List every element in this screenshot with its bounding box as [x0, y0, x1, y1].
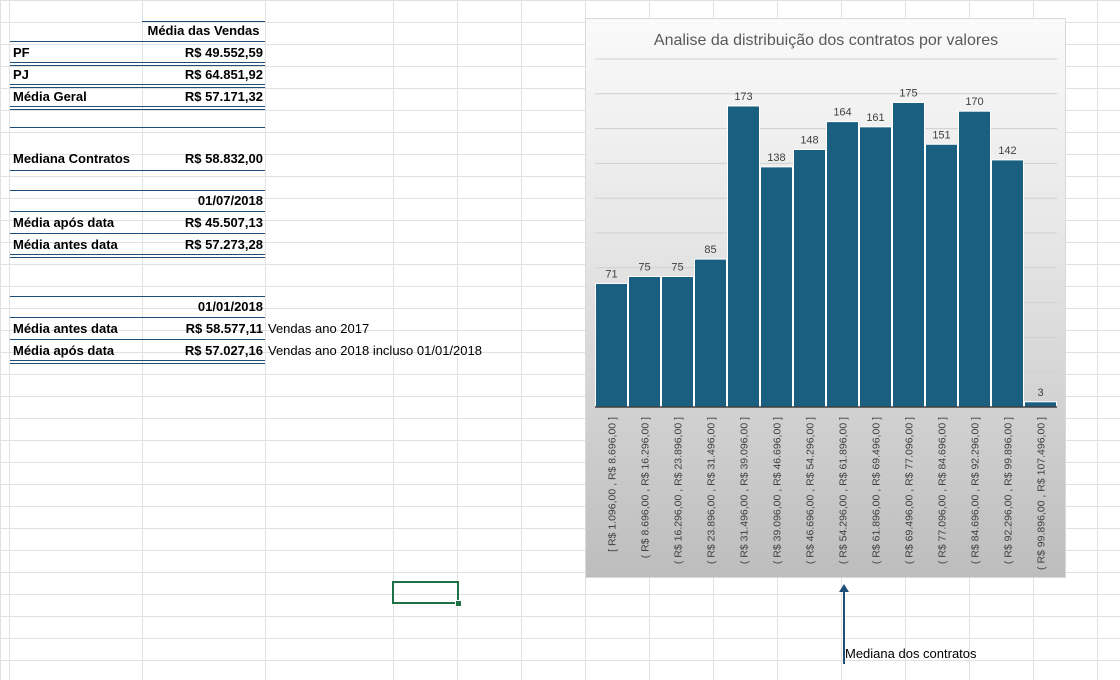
x-tick-label: ( R$ 31.496,00 , R$ 39.096,00 ]	[739, 417, 751, 564]
table2-row-label[interactable]: Média antes data	[13, 237, 118, 252]
histogram-bar[interactable]	[859, 126, 892, 408]
column-divider	[9, 0, 10, 680]
table3-row-label[interactable]: Média antes data	[13, 321, 118, 336]
x-tick-label: ( R$ 61.896,00 , R$ 69.496,00 ]	[871, 417, 883, 564]
table-border	[10, 317, 265, 318]
table-border	[10, 254, 265, 258]
table-border	[10, 170, 265, 171]
chart-title: Analise da distribuição dos contratos po…	[654, 32, 998, 49]
table-border	[10, 62, 265, 66]
table2-row-label[interactable]: Média após data	[13, 215, 115, 230]
selected-cell[interactable]	[392, 581, 459, 604]
x-tick-label: ( R$ 69.496,00 , R$ 77.096,00 ]	[904, 417, 916, 564]
table-border	[10, 190, 265, 191]
table2-row-value[interactable]: R$ 45.507,13	[184, 215, 263, 230]
data-label: 142	[998, 145, 1016, 157]
table-border	[10, 339, 265, 340]
x-tick-label: ( R$ 77.096,00 , R$ 84.696,00 ]	[937, 417, 949, 564]
data-label: 75	[638, 262, 650, 274]
chart-canvas: Analise da distribuição dos contratos po…	[595, 32, 1057, 570]
table-border	[10, 41, 265, 42]
table-border	[10, 360, 265, 364]
data-label: 164	[833, 107, 851, 119]
x-tick-label: ( R$ 54.296,00 , R$ 61.896,00 ]	[838, 417, 850, 564]
column-divider	[521, 0, 522, 680]
table2-date[interactable]: 01/07/2018	[197, 193, 263, 208]
data-label: 75	[671, 262, 683, 274]
table-border	[10, 296, 265, 297]
column-divider	[1097, 0, 1098, 680]
histogram-bar[interactable]	[991, 159, 1024, 408]
row-value-media-geral[interactable]: R$ 57.171,32	[184, 89, 263, 104]
data-label: 170	[965, 96, 983, 108]
table-border	[10, 233, 265, 234]
histogram-bar[interactable]	[925, 143, 958, 408]
fill-handle[interactable]	[455, 600, 462, 607]
table3-row-value[interactable]: R$ 58.577,11	[185, 321, 263, 336]
table-border	[10, 84, 265, 88]
x-tick-label: ( R$ 39.096,00 , R$ 46.696,00 ]	[772, 417, 784, 564]
histogram-bar[interactable]	[727, 105, 760, 408]
mediana-label[interactable]: Mediana Contratos	[13, 151, 131, 166]
table-border	[10, 127, 265, 128]
histogram-bar[interactable]	[826, 121, 859, 408]
x-tick-label: ( R$ 23.896,00 , R$ 31.496,00 ]	[706, 417, 718, 564]
row-label-media-geral[interactable]: Média Geral	[13, 89, 87, 104]
table-border	[142, 21, 265, 22]
annotation-arrow	[843, 590, 845, 664]
row-value-pj[interactable]: R$ 64.851,92	[184, 67, 263, 82]
data-label: 175	[899, 88, 917, 100]
x-tick-label: ( R$ 99.896,00 , R$ 107.496,00 ]	[1036, 417, 1048, 570]
table-header-media-vendas[interactable]: Média das Vendas	[147, 23, 260, 38]
table3-date[interactable]: 01/01/2018	[197, 299, 263, 314]
histogram-bar[interactable]	[661, 276, 694, 408]
x-tick-label: ( R$ 8.696,00 , R$ 16.296,00 ]	[640, 417, 652, 558]
annotation-mediana[interactable]: Mediana dos contratos	[845, 646, 977, 661]
x-tick-label: ( R$ 46.696,00 , R$ 54.296,00 ]	[805, 417, 817, 564]
x-tick-label: [ R$ 1.096,00 , R$ 8.696,00 ]	[607, 417, 619, 552]
row-label-pf[interactable]: PF	[13, 45, 30, 60]
row-value-pf[interactable]: R$ 49.552,59	[184, 45, 263, 60]
histogram-bar[interactable]	[892, 102, 925, 408]
table3-row-note[interactable]: Vendas ano 2018 incluso 01/01/2018	[268, 343, 482, 358]
data-label: 138	[767, 152, 785, 164]
histogram-chart[interactable]: Analise da distribuição dos contratos po…	[585, 18, 1066, 578]
x-tick-label: ( R$ 92.296,00 , R$ 99.896,00 ]	[1003, 417, 1015, 564]
table3-row-note[interactable]: Vendas ano 2017	[268, 321, 370, 336]
data-label: 173	[734, 91, 752, 103]
histogram-bar[interactable]	[694, 258, 727, 408]
data-label: 161	[866, 112, 884, 124]
mediana-value[interactable]: R$ 58.832,00	[184, 151, 263, 166]
x-tick-label: ( R$ 84.696,00 , R$ 92.296,00 ]	[970, 417, 982, 564]
histogram-bar[interactable]	[595, 282, 628, 408]
data-label: 85	[704, 244, 716, 256]
x-tick-label: ( R$ 16.296,00 , R$ 23.896,00 ]	[673, 417, 685, 564]
histogram-bar[interactable]	[628, 276, 661, 408]
table2-row-value[interactable]: R$ 57.273,28	[184, 237, 263, 252]
histogram-bar[interactable]	[760, 166, 793, 408]
column-divider	[265, 0, 266, 680]
column-divider	[142, 0, 143, 680]
data-label: 148	[800, 134, 818, 146]
table-border	[10, 211, 265, 212]
column-divider	[393, 0, 394, 680]
histogram-bar[interactable]	[1024, 401, 1057, 408]
table3-row-value[interactable]: R$ 57.027,16	[184, 343, 263, 358]
data-label: 3	[1037, 387, 1043, 399]
data-label: 71	[605, 268, 617, 280]
table3-row-label[interactable]: Média após data	[13, 343, 115, 358]
histogram-bar[interactable]	[793, 148, 826, 408]
column-divider	[457, 0, 458, 680]
arrow-up-icon	[839, 584, 849, 592]
table-border	[10, 106, 265, 110]
row-label-pj[interactable]: PJ	[13, 67, 29, 82]
histogram-bar[interactable]	[958, 110, 991, 408]
data-label: 151	[932, 129, 950, 141]
